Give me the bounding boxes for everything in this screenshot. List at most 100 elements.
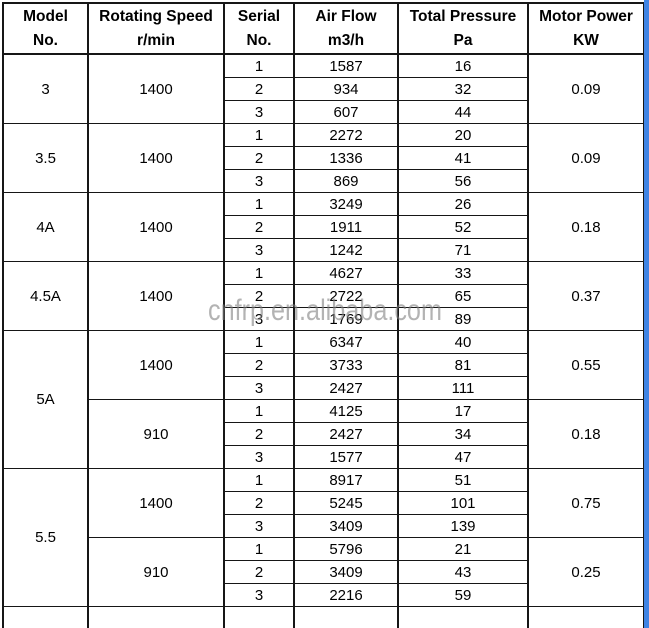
power-cell xyxy=(527,606,645,628)
airflow-cell: 3409 xyxy=(293,560,399,584)
col-header-line2: No. xyxy=(33,31,58,49)
airflow-cell: 607 xyxy=(293,100,399,124)
serial-cell: 3 xyxy=(223,238,295,262)
power-cell: 0.55 xyxy=(527,330,645,400)
serial-cell: 2 xyxy=(223,560,295,584)
serial-cell: 3 xyxy=(223,445,295,469)
table-row: 3 3409 139 xyxy=(3,514,644,538)
power-cell: 0.09 xyxy=(527,123,645,193)
serial-cell: 1 xyxy=(223,53,295,78)
airflow-cell: 3249 xyxy=(293,192,399,216)
airflow-cell: 4125 xyxy=(293,399,399,423)
serial-cell xyxy=(223,606,295,628)
col-header-line2: m3/h xyxy=(327,31,365,49)
speed-cell: 1400 xyxy=(87,468,225,538)
pressure-cell: 111 xyxy=(397,376,529,400)
table-row: 910 1 5796 21 0.25 xyxy=(3,537,645,607)
col-header-line2: r/min xyxy=(137,31,175,49)
col-header-total-pressure: Total Pressure Pa xyxy=(397,2,529,55)
col-header-rotating-speed: Rotating Speed r/min xyxy=(87,2,225,55)
serial-cell: 3 xyxy=(223,169,295,193)
table-row: 3 1242 71 xyxy=(3,238,644,262)
pressure-cell: 26 xyxy=(397,192,529,216)
pressure-cell: 41 xyxy=(397,146,529,170)
col-header-line1: Air Flow xyxy=(315,7,377,25)
pressure-cell: 17 xyxy=(397,399,529,423)
model-cell: 3.5 xyxy=(2,123,89,193)
pressure-cell: 16 xyxy=(397,53,529,78)
airflow-cell: 869 xyxy=(293,169,399,193)
serial-cell: 2 xyxy=(223,146,295,170)
serial-cell: 3 xyxy=(223,307,295,331)
airflow-cell: 2427 xyxy=(293,422,399,446)
watermark-text: cnfrp.en.alibaba.com xyxy=(208,294,442,327)
airflow-cell: 2216 xyxy=(293,583,399,607)
pressure-cell: 56 xyxy=(397,169,529,193)
serial-cell: 1 xyxy=(223,123,295,147)
serial-cell: 3 xyxy=(223,376,295,400)
airflow-cell: 3733 xyxy=(293,353,399,377)
col-header-line1: Rotating Speed xyxy=(99,7,213,25)
col-header-model: Model No. xyxy=(2,2,89,55)
table-row: 3 1400 1 1587 16 0.09 xyxy=(2,53,645,124)
serial-cell: 2 xyxy=(223,77,295,101)
speed-cell: 1400 xyxy=(87,53,225,124)
table-row: 910 1 4125 17 0.18 xyxy=(3,399,645,469)
airflow-cell: 934 xyxy=(293,77,399,101)
speed-cell: 910 xyxy=(87,399,225,469)
speed-cell: 1400 xyxy=(87,261,225,331)
table-row: 2 2427 34 xyxy=(3,422,644,446)
table-row: 2 3733 81 xyxy=(3,353,644,377)
model-cell xyxy=(2,606,89,628)
serial-cell: 2 xyxy=(223,491,295,515)
table-row: 2 1336 41 xyxy=(3,146,644,170)
table-row: 5A 1400 1 6347 40 0.55 xyxy=(2,330,645,469)
pressure-cell: 52 xyxy=(397,215,529,239)
speed-cell: 1400 xyxy=(87,123,225,193)
pressure-cell: 71 xyxy=(397,238,529,262)
table-row: 4A 1400 1 3249 26 0.18 xyxy=(2,192,645,262)
pressure-cell: 139 xyxy=(397,514,529,538)
pressure-cell: 51 xyxy=(397,468,529,492)
airflow-cell: 6347 xyxy=(293,330,399,354)
serial-cell: 1 xyxy=(223,399,295,423)
col-header-serial: Serial No. xyxy=(223,2,295,55)
airflow-cell: 1336 xyxy=(293,146,399,170)
serial-cell: 3 xyxy=(223,514,295,538)
power-cell: 0.75 xyxy=(527,468,645,538)
pressure-cell: 33 xyxy=(397,261,529,285)
pressure-cell: 59 xyxy=(397,583,529,607)
airflow-cell: 5796 xyxy=(293,537,399,561)
serial-cell: 1 xyxy=(223,330,295,354)
model-cell: 4.5A xyxy=(2,261,89,331)
power-cell: 0.18 xyxy=(527,192,645,262)
airflow-cell: 2427 xyxy=(293,376,399,400)
col-header-motor-power: Motor Power KW xyxy=(527,2,645,55)
table-row: 4.5A 1400 1 4627 33 0.37 xyxy=(2,261,645,331)
model-cell: 5A xyxy=(2,330,89,469)
col-header-line2: No. xyxy=(246,31,272,49)
serial-cell: 1 xyxy=(223,192,295,216)
power-cell: 0.37 xyxy=(527,261,645,331)
airflow-cell: 8917 xyxy=(293,468,399,492)
pressure-cell: 44 xyxy=(397,100,529,124)
right-edge-blue-strip xyxy=(644,0,649,628)
col-header-line2: Pa xyxy=(453,31,473,49)
airflow-cell: 5245 xyxy=(293,491,399,515)
table-row: 3 607 44 xyxy=(3,100,644,124)
header-row: Model No. Rotating Speed r/min Serial No… xyxy=(2,2,645,55)
serial-cell: 2 xyxy=(223,215,295,239)
serial-cell: 3 xyxy=(223,100,295,124)
serial-cell: 2 xyxy=(223,353,295,377)
power-cell: 0.25 xyxy=(527,537,645,607)
pressure-cell: 21 xyxy=(397,537,529,561)
pressure-cell: 34 xyxy=(397,422,529,446)
pressure-cell: 47 xyxy=(397,445,529,469)
power-cell: 0.18 xyxy=(527,399,645,469)
power-cell: 0.09 xyxy=(527,53,645,124)
speed-cell: 1400 xyxy=(87,330,225,400)
table-row: 3.5 1400 1 2272 20 0.09 xyxy=(2,123,645,193)
airflow-cell: 2272 xyxy=(293,123,399,147)
